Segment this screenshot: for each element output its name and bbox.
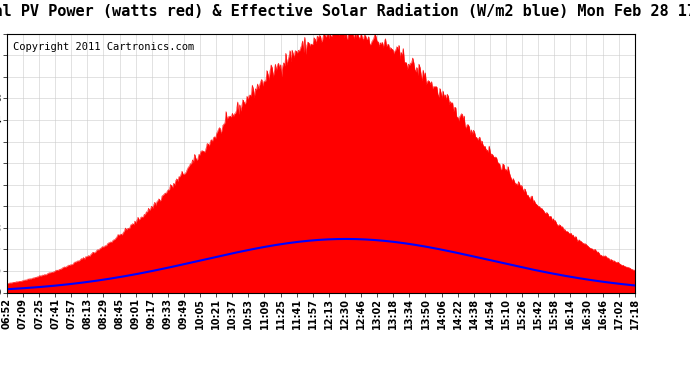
Text: Total PV Power (watts red) & Effective Solar Radiation (W/m2 blue) Mon Feb 28 17: Total PV Power (watts red) & Effective S… [0,4,690,19]
Text: Copyright 2011 Cartronics.com: Copyright 2011 Cartronics.com [13,42,195,51]
